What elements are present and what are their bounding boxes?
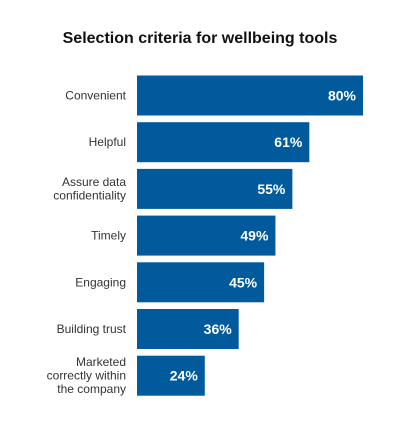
category-label-line: Timely bbox=[91, 229, 126, 243]
bar-value-label: 55% bbox=[257, 181, 286, 197]
category-label-line: Helpful bbox=[89, 135, 126, 149]
bar-value-label: 49% bbox=[240, 228, 269, 244]
bar bbox=[137, 122, 310, 163]
bar bbox=[137, 262, 265, 303]
category-label-line: correctly within bbox=[47, 369, 126, 383]
bar-row: 45% Engaging bbox=[75, 262, 265, 303]
category-label: Convenient bbox=[65, 89, 126, 103]
bar-row: 80% Convenient bbox=[65, 75, 363, 116]
category-label: Assure data confidentiality bbox=[53, 175, 126, 203]
bar bbox=[137, 168, 293, 209]
bar-row: 55% Assure data confidentiality bbox=[53, 168, 293, 209]
category-label-line: Convenient bbox=[65, 89, 126, 103]
category-label: Building trust bbox=[57, 322, 127, 336]
bar-row: 49% Timely bbox=[91, 215, 276, 256]
bar-value-label: 24% bbox=[170, 368, 199, 384]
category-label: Marketed correctly within the company bbox=[47, 355, 126, 396]
bar-value-label: 36% bbox=[204, 321, 233, 337]
category-label-line: Assure data bbox=[62, 175, 126, 189]
bar-value-label: 80% bbox=[328, 88, 357, 104]
bar bbox=[137, 215, 276, 256]
category-label-line: the company bbox=[57, 382, 126, 396]
category-label: Engaging bbox=[75, 275, 126, 289]
bar bbox=[137, 75, 363, 116]
category-label-line: Marketed bbox=[76, 355, 126, 369]
chart-title: Selection criteria for wellbeing tools bbox=[62, 30, 338, 47]
bar-value-label: 61% bbox=[274, 134, 303, 150]
bar-row: 36% Building trust bbox=[57, 309, 239, 349]
category-label-line: Building trust bbox=[57, 322, 127, 336]
bar-row: 24% Marketed correctly within the company bbox=[47, 355, 205, 396]
category-label-line: confidentiality bbox=[53, 189, 126, 203]
bar bbox=[137, 309, 239, 349]
category-label: Timely bbox=[91, 229, 126, 243]
bar-value-label: 45% bbox=[229, 274, 258, 290]
bar-row: 61% Helpful bbox=[89, 122, 310, 163]
bar bbox=[137, 355, 205, 396]
category-label-line: Engaging bbox=[75, 275, 126, 289]
category-label: Helpful bbox=[89, 135, 126, 149]
